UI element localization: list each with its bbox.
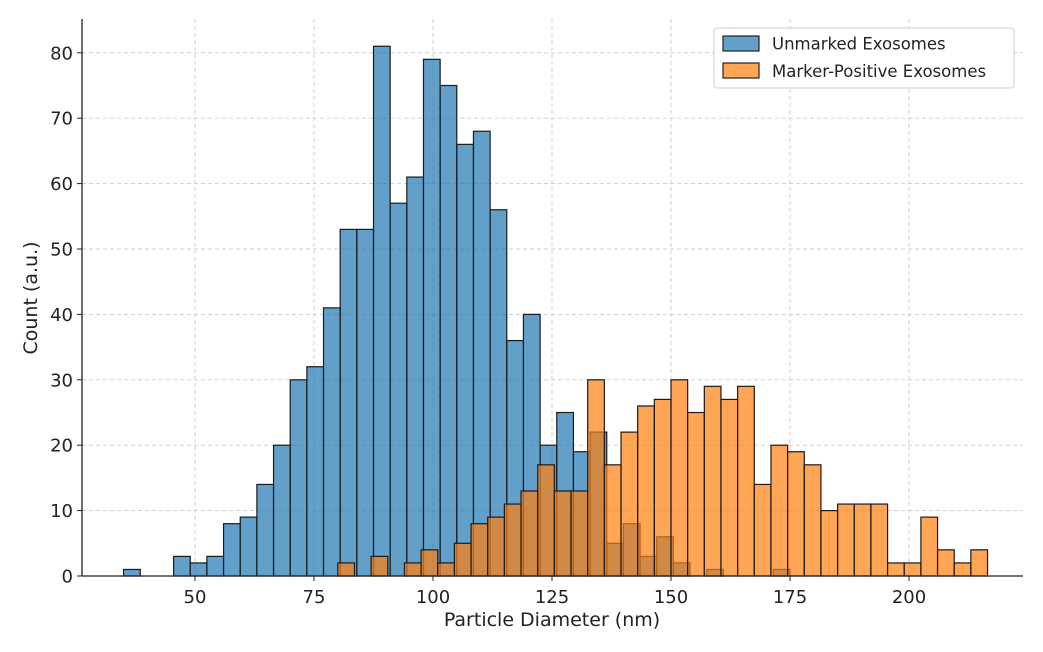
y-tick-label: 50 [50, 240, 73, 261]
bar-unmarked [406, 176, 425, 577]
axis-ticks: 50 75 100 125 150 175 200 0 10 20 30 40 50 60 70 80 [50, 43, 926, 608]
x-tick-label: 125 [535, 587, 569, 608]
bar-marker-positive [537, 464, 555, 577]
legend-frame [713, 27, 1015, 89]
bar-marker-positive [687, 411, 705, 577]
bar-marker-positive [670, 379, 689, 577]
bar-unmarked [239, 516, 258, 577]
bar-marker-positive [503, 503, 522, 577]
bar-unmarked [472, 130, 491, 577]
y-tick-label: 20 [50, 436, 73, 457]
bar-unmarked [389, 202, 408, 577]
histogram-bars [122, 45, 989, 577]
bar-unmarked [289, 379, 308, 577]
x-tick-label: 50 [184, 587, 207, 608]
bar-marker-positive [886, 562, 905, 577]
bar-marker-positive [737, 385, 755, 577]
bar-marker-positive [753, 483, 772, 577]
bar-marker-positive [903, 562, 922, 577]
x-tick-label: 75 [303, 587, 326, 608]
legend-swatch-unmarked [722, 35, 760, 52]
bar-marker-positive [437, 562, 456, 577]
bar-unmarked [322, 307, 341, 577]
y-tick-label: 30 [50, 370, 73, 391]
bar-marker-positive [803, 464, 822, 577]
x-tick-label: 150 [654, 587, 688, 608]
bar-marker-positive [370, 555, 389, 577]
x-tick-label: 175 [773, 587, 807, 608]
bar-unmarked [339, 228, 358, 577]
x-tick-label: 100 [416, 587, 450, 608]
bar-marker-positive [637, 405, 655, 577]
bar-marker-positive [920, 516, 939, 577]
y-axis-title: Count (a.u.) [20, 241, 42, 354]
y-tick-label: 70 [50, 109, 73, 130]
bar-marker-positive [570, 490, 589, 577]
bar-unmarked [206, 555, 225, 577]
legend: Unmarked Exosomes Marker-Positive Exosom… [713, 27, 1015, 89]
y-tick-label: 40 [50, 305, 73, 326]
legend-label-marker-positive: Marker-Positive Exosomes [772, 62, 986, 81]
bar-unmarked [439, 84, 458, 577]
bar-marker-positive [453, 542, 472, 577]
bar-marker-positive [603, 464, 622, 577]
bar-marker-positive [853, 503, 872, 577]
bar-marker-positive [870, 503, 889, 577]
legend-label-unmarked: Unmarked Exosomes [772, 35, 946, 54]
bar-marker-positive [720, 398, 739, 577]
bar-unmarked [189, 562, 208, 577]
bar-marker-positive [970, 549, 989, 577]
bar-marker-positive [553, 490, 572, 577]
bar-marker-positive [820, 510, 839, 577]
bar-marker-positive [403, 562, 422, 577]
bar-marker-positive [520, 490, 539, 577]
bar-unmarked [372, 45, 391, 577]
bar-unmarked [272, 444, 291, 577]
bar-unmarked [422, 58, 441, 577]
bar-marker-positive [703, 385, 722, 577]
bar-marker-positive [337, 562, 356, 577]
bar-marker-positive [620, 431, 639, 577]
bar-marker-positive [787, 451, 805, 577]
y-tick-label: 60 [50, 174, 73, 195]
bar-marker-positive [653, 398, 672, 577]
y-tick-label: 0 [62, 567, 73, 588]
bar-marker-positive [936, 549, 955, 577]
bar-unmarked [222, 523, 241, 577]
bar-marker-positive [953, 562, 972, 577]
x-axis-title: Particle Diameter (nm) [444, 609, 660, 631]
bar-unmarked [122, 568, 141, 577]
legend-swatch-marker-positive [722, 62, 760, 79]
bar-unmarked [306, 366, 325, 577]
bar-marker-positive [470, 523, 489, 577]
bar-marker-positive [836, 503, 855, 577]
bar-unmarked [456, 143, 475, 577]
x-tick-label: 200 [892, 587, 926, 608]
bar-marker-positive [587, 379, 605, 577]
bar-unmarked [256, 483, 275, 577]
y-tick-label: 10 [50, 501, 73, 522]
bar-marker-positive [420, 549, 439, 577]
bar-unmarked [172, 555, 191, 577]
y-tick-label: 80 [50, 43, 73, 64]
bar-marker-positive [487, 516, 505, 577]
bar-marker-positive [770, 444, 789, 577]
bar-unmarked [356, 228, 375, 577]
